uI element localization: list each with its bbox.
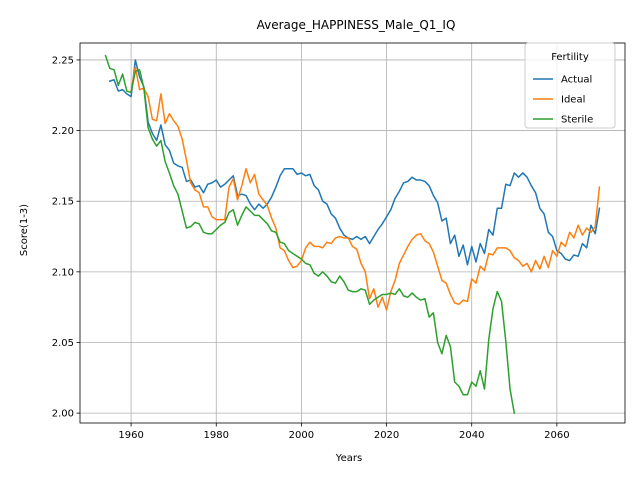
legend-title: Fertility xyxy=(551,52,589,63)
y-tick-label: 2.15 xyxy=(52,197,74,208)
legend-label-ideal: Ideal xyxy=(561,95,585,106)
x-axis-title: Years xyxy=(335,453,362,464)
x-tick-label: 2060 xyxy=(544,430,569,441)
legend: Fertility Actual Ideal Sterile xyxy=(525,43,615,128)
y-axis-title: Score(1-3) xyxy=(19,204,30,256)
x-tick-label: 1960 xyxy=(118,430,143,441)
y-tick-label: 2.00 xyxy=(52,409,74,420)
y-tick-label: 2.05 xyxy=(52,338,74,349)
x-tick-label: 2040 xyxy=(459,430,484,441)
x-tick-label: 1980 xyxy=(204,430,229,441)
x-tick-label: 2000 xyxy=(289,430,314,441)
y-tick-label: 2.25 xyxy=(52,55,74,66)
x-tick-label: 2020 xyxy=(374,430,399,441)
y-tick-label: 2.20 xyxy=(52,126,74,137)
legend-label-actual: Actual xyxy=(561,75,592,86)
y-tick-label: 2.10 xyxy=(52,267,74,278)
legend-label-sterile: Sterile xyxy=(561,115,593,126)
chart-title: Average_HAPPINESS_Male_Q1_IQ xyxy=(257,18,456,32)
